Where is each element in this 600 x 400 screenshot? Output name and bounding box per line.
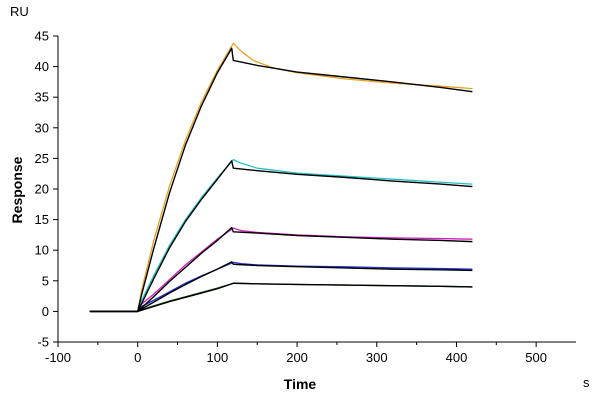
- series-group: [89, 42, 473, 313]
- fit-curve: [89, 47, 473, 313]
- fit-curve: [89, 261, 473, 313]
- x-tick-label: 400: [446, 350, 468, 365]
- x-unit-label: s: [583, 375, 590, 390]
- y-tick-label: 25: [35, 151, 49, 166]
- y-tick-label: 45: [35, 29, 49, 44]
- x-tick-label: 200: [286, 350, 308, 365]
- fit-curve: [89, 282, 473, 313]
- y-tick-label: 35: [35, 90, 49, 105]
- y-tick-label: -5: [37, 335, 49, 350]
- y-tick-label: 15: [35, 212, 49, 227]
- y-tick-label: 30: [35, 120, 49, 135]
- y-axis-title: Response: [9, 156, 25, 223]
- x-axis-title: Time: [284, 376, 317, 392]
- x-tick-label: 100: [207, 350, 229, 365]
- y-unit-label: RU: [10, 4, 29, 19]
- fit-curve: [89, 226, 473, 313]
- y-tick-label: 20: [35, 182, 49, 197]
- x-tick-label: 0: [134, 350, 141, 365]
- y-tick-label: 5: [42, 273, 49, 288]
- y-tick-label: 10: [35, 243, 49, 258]
- x-tick-label: 500: [525, 350, 547, 365]
- x-tick-label: -100: [45, 350, 71, 365]
- x-tick-label: 300: [366, 350, 388, 365]
- labels: RU s Time Response: [9, 4, 590, 392]
- y-tick-label: 0: [42, 304, 49, 319]
- response-curve: [89, 42, 473, 313]
- y-tick-label: 40: [35, 59, 49, 74]
- fit-curve: [89, 160, 473, 313]
- axes: -5 0 5 10 15 20 25 30 35 40 45 -100 0 100 200 300 400 500: [35, 29, 576, 365]
